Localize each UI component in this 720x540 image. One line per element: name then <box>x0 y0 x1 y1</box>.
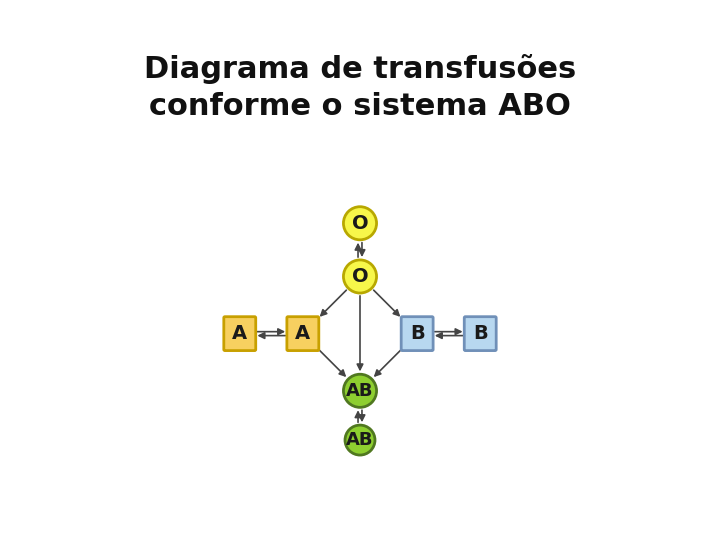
FancyBboxPatch shape <box>464 316 496 350</box>
Text: B: B <box>410 324 425 343</box>
Text: O: O <box>351 214 369 233</box>
Text: A: A <box>295 324 310 343</box>
FancyBboxPatch shape <box>401 316 433 350</box>
Text: conforme o sistema ABO: conforme o sistema ABO <box>149 92 571 121</box>
Text: AB: AB <box>346 382 374 400</box>
Text: Diagrama de transfusões: Diagrama de transfusões <box>144 54 576 84</box>
Text: B: B <box>473 324 487 343</box>
FancyBboxPatch shape <box>287 316 319 350</box>
FancyBboxPatch shape <box>224 316 256 350</box>
Text: O: O <box>351 267 369 286</box>
Text: A: A <box>233 324 248 343</box>
Text: AB: AB <box>346 431 374 449</box>
Circle shape <box>343 207 377 240</box>
Circle shape <box>345 425 375 455</box>
Circle shape <box>343 374 377 407</box>
Circle shape <box>343 260 377 293</box>
